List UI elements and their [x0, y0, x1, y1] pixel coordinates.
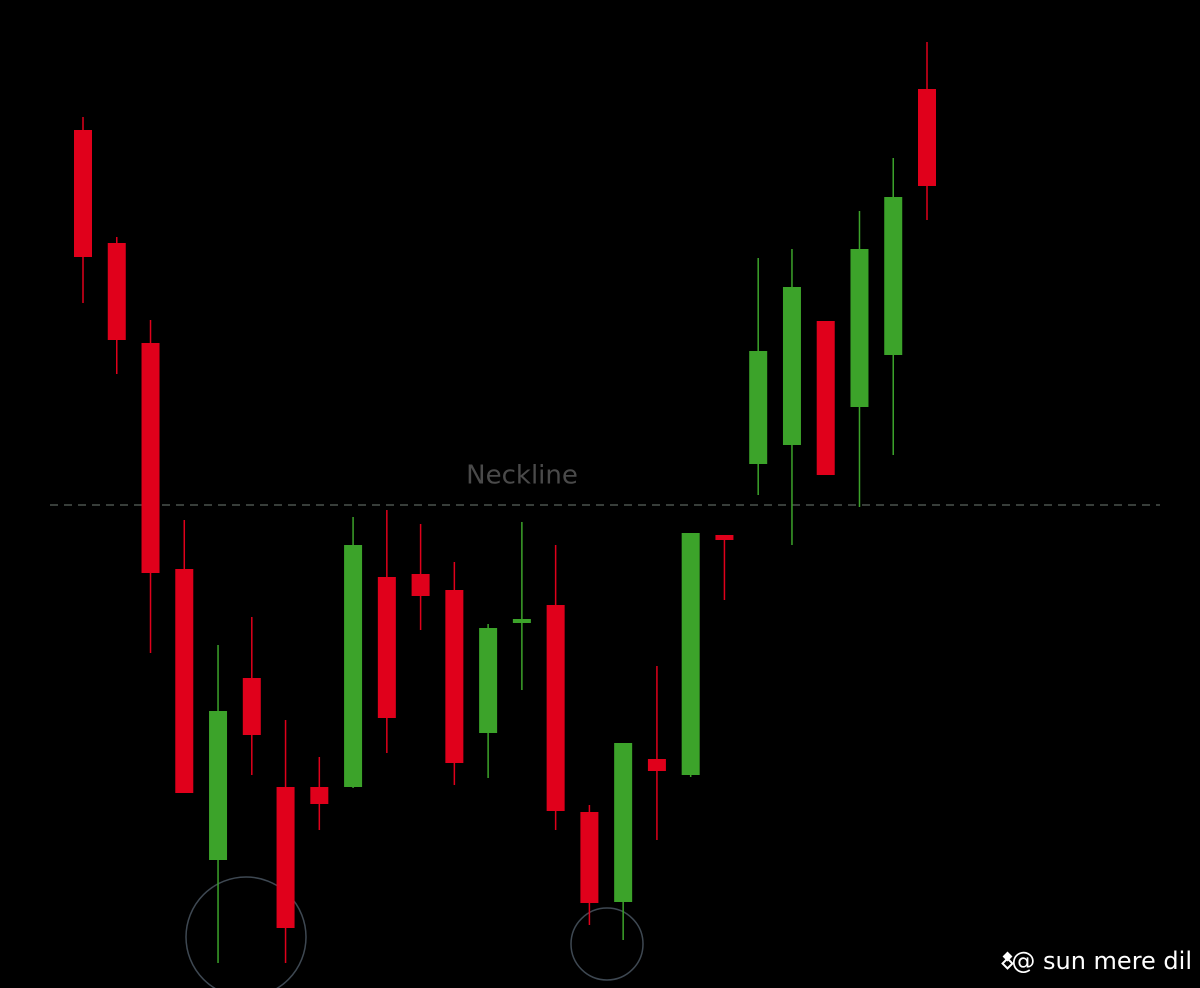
candle-body	[749, 351, 768, 464]
highlight-circle	[185, 876, 307, 988]
candle-body	[580, 812, 599, 903]
candle-body	[242, 678, 261, 735]
candle-body	[647, 759, 666, 771]
candle-body	[74, 130, 92, 257]
candle-body	[614, 743, 633, 902]
candle-body	[445, 590, 464, 763]
highlight-circle	[570, 907, 644, 981]
candle-body	[512, 619, 531, 623]
candle-body	[479, 628, 498, 733]
candle-body	[816, 321, 835, 475]
candle-body	[209, 711, 228, 860]
candle-body	[884, 197, 903, 355]
candle-body	[377, 577, 396, 718]
candle-body	[850, 249, 869, 407]
candle-body	[141, 343, 160, 573]
candle-body	[681, 533, 700, 775]
candle-body	[918, 89, 936, 186]
candle-body	[276, 787, 295, 928]
candle-body	[175, 569, 194, 793]
watermark: @ sun mere dil	[1011, 947, 1192, 975]
watermark-icon	[1001, 951, 1014, 970]
candle-body	[107, 243, 126, 340]
candle-body	[782, 287, 801, 445]
candle-body	[546, 605, 565, 811]
candle-body	[411, 574, 430, 596]
annotation: Neckline	[466, 461, 578, 491]
candle-body	[310, 787, 329, 804]
candle-body	[715, 535, 734, 540]
candle-body	[344, 545, 363, 787]
